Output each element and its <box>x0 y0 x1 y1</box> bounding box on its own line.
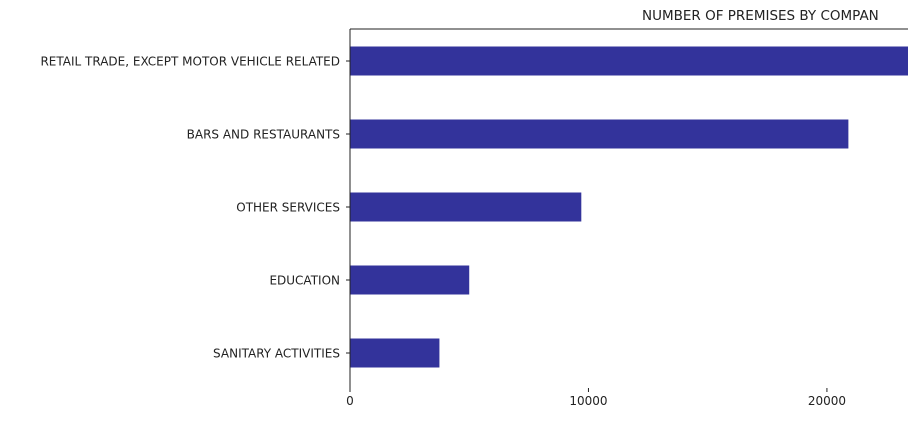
chart-title: NUMBER OF PREMISES BY COMPAN <box>642 8 879 24</box>
axes-group <box>349 28 908 388</box>
bar-4 <box>350 338 440 368</box>
bar-3 <box>350 265 470 295</box>
category-label-3: EDUCATION <box>269 274 340 288</box>
bar-1 <box>350 119 849 149</box>
x-tick-label-2: 20000 <box>808 394 846 408</box>
category-label-2: OTHER SERVICES <box>236 201 340 215</box>
x-tick-label-1: 10000 <box>569 394 607 408</box>
bar-0 <box>350 46 908 76</box>
bars-group <box>350 46 908 368</box>
category-label-0: RETAIL TRADE, EXCEPT MOTOR VEHICLE RELAT… <box>40 55 340 69</box>
category-label-1: BARS AND RESTAURANTS <box>187 128 340 142</box>
x-tick-label-0: 0 <box>346 394 354 408</box>
bar-2 <box>350 192 582 222</box>
category-label-4: SANITARY ACTIVITIES <box>213 347 340 361</box>
ticks-group: RETAIL TRADE, EXCEPT MOTOR VEHICLE RELAT… <box>40 55 846 409</box>
